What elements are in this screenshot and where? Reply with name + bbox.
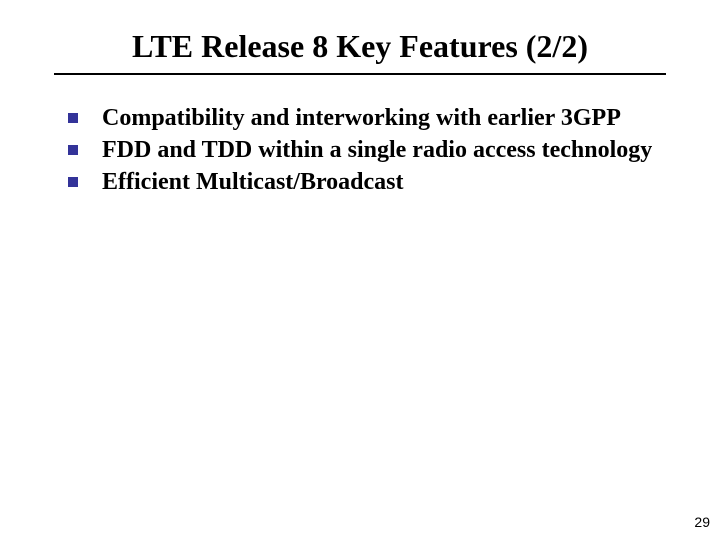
bullet-item: FDD and TDD within a single radio access… [68, 135, 660, 165]
bullet-text: Efficient Multicast/Broadcast [102, 167, 404, 197]
bullet-text: FDD and TDD within a single radio access… [102, 135, 652, 165]
slide-container: LTE Release 8 Key Features (2/2) Compati… [0, 0, 720, 540]
page-number: 29 [694, 514, 710, 530]
slide-title: LTE Release 8 Key Features (2/2) [80, 28, 640, 65]
bullet-text: Compatibility and interworking with earl… [102, 103, 621, 133]
bullet-item: Compatibility and interworking with earl… [68, 103, 660, 133]
bullet-square-icon [68, 113, 78, 123]
bullet-item: Efficient Multicast/Broadcast [68, 167, 660, 197]
bullet-square-icon [68, 145, 78, 155]
content-area: Compatibility and interworking with earl… [40, 103, 680, 197]
title-divider [54, 73, 666, 75]
bullet-square-icon [68, 177, 78, 187]
